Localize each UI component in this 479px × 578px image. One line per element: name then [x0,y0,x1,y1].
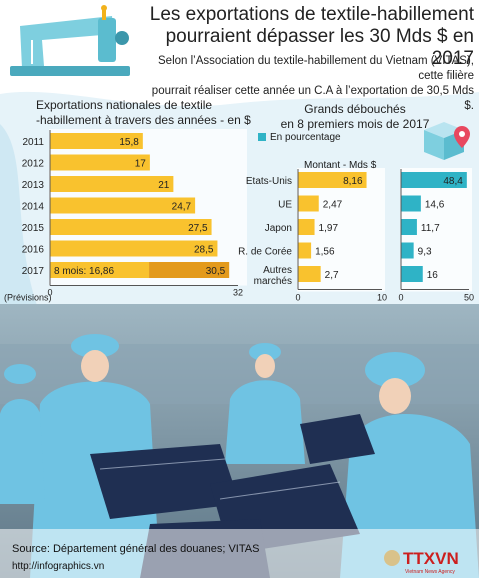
chart1-value-label: 30,5 [206,266,226,277]
legend-swatch [258,133,266,142]
chart3-bar [401,172,467,188]
chart1-bar [50,219,212,235]
chart2-bar [298,266,321,282]
chart2-bar [298,172,367,188]
chart3-x-tick: 50 [464,293,474,303]
chart1-bar [50,133,143,149]
chart1-x-tick: 32 [233,288,243,298]
package-location-icon [424,122,470,160]
chart2-bar [298,195,319,212]
chart2-value-label: 2,7 [325,270,339,281]
chart1-bar [50,240,218,257]
chart3-bar [401,266,423,282]
chart2-value-label: 1,56 [315,247,335,258]
chart2-category-label: Japon [265,223,292,234]
legend-label: En pourcentage [270,132,341,143]
chart2-bar [298,242,312,259]
chart3-value-label: 48,4 [443,176,463,187]
charts-layer: 2011 15,8 2012 17 2013 21 2014 24,7 2015 27,5 2016… [4,129,474,303]
subtitle-line-1: Selon l’Association du textile-habilleme… [158,55,474,82]
chart1-title-line-2: -habillement à travers des années - en $ [36,113,251,127]
sewing-machine-icon [10,5,130,76]
page-subtitle: Selon l’Association du textile-habilleme… [150,54,474,114]
svg-text:TTXVN: TTXVN [403,549,459,568]
chart1-x-tick: 0 [47,288,52,298]
chart1-category-label: 2015 [22,223,45,234]
chart3-value-label: 9,3 [418,247,432,258]
chart3-bar [401,195,421,212]
chart2-unit-label: Montant - Mds $ [304,160,377,171]
chart2-value-label: 1,97 [319,223,339,234]
chart2-value-label: 8,16 [343,176,363,187]
svg-text:Vietnam News Agency: Vietnam News Agency [405,569,455,575]
chart3-bar [401,242,414,259]
chart3-value-label: 14,6 [425,200,445,211]
chart1-bar [50,176,174,192]
chart2-value-label: 2,47 [323,200,343,211]
chart3-value-label: 16 [427,270,439,281]
chart1-bar [50,197,196,214]
chart1-value-label: 21 [158,180,170,191]
chart3-legend: En pourcentage [258,132,341,143]
chart1-value-label: 15,8 [119,137,139,148]
chart1-value-label: 24,7 [172,202,192,213]
chart1-category-label: 2012 [22,159,45,170]
chart2-bar [298,219,315,235]
title-line-2: pourraient dépasser les 30 Mds $ en 2017 [165,26,474,69]
chart1-value-label: 28,5 [194,245,214,256]
chart2-x-tick: 10 [377,293,387,303]
chart1-category-label: 2013 [22,180,45,191]
chart1-title-line-1: Exportations nationales de textile [36,98,213,112]
chart2-title: Grands débouchés en 8 premiers mois de 2… [280,102,430,132]
website-link[interactable]: http://infographics.vn [12,561,105,572]
chart1-bar-remainder [149,262,230,278]
chart3-value-label: 11,7 [421,223,440,234]
chart1-bar [50,154,150,171]
chart2-title-line-2: en 8 premiers mois de 2017 [280,117,430,131]
chart2-category-label: R. de Corée [238,247,292,258]
chart3-bar [401,219,417,235]
chart1-bar-partial [50,262,150,278]
title-line-1: Les exportations de textile-habillement [149,4,474,25]
page-title: Les exportations de textile-habillement … [140,4,474,70]
chart1-category-label: 2014 [22,202,45,213]
chart1-value-label: 17 [135,159,147,170]
chart2-category-label: Etats-Unis [246,176,292,187]
chart1-category-label: 2016 [22,245,45,256]
chart1-title: Exportations nationales de textile -habi… [36,98,266,128]
factory-photo [0,304,479,578]
chart1-partial-label: 8 mois: 16,86 [54,266,114,277]
chart2-category-label: UE [278,200,292,211]
chart1-value-label: 27,5 [188,223,208,234]
ttxvn-logo: TTXVN Vietnam News Agency [384,549,459,575]
chart2-category-label: Autres [263,265,292,276]
subtitle-line-2: pourrait réaliser cette année un C.A à l… [151,85,474,112]
chart2-title-line-1: Grands débouchés [304,102,406,116]
source-note: Source: Département général des douanes;… [12,543,260,555]
chart3-x-tick: 0 [398,293,403,303]
chart2-category-label: marchés [254,276,292,287]
chart2-x-tick: 0 [295,293,300,303]
chart1-category-label: 2011 [22,137,44,148]
chart1-note: (Prévisions) [4,293,52,303]
chart1-category-label: 2017 [22,266,45,277]
